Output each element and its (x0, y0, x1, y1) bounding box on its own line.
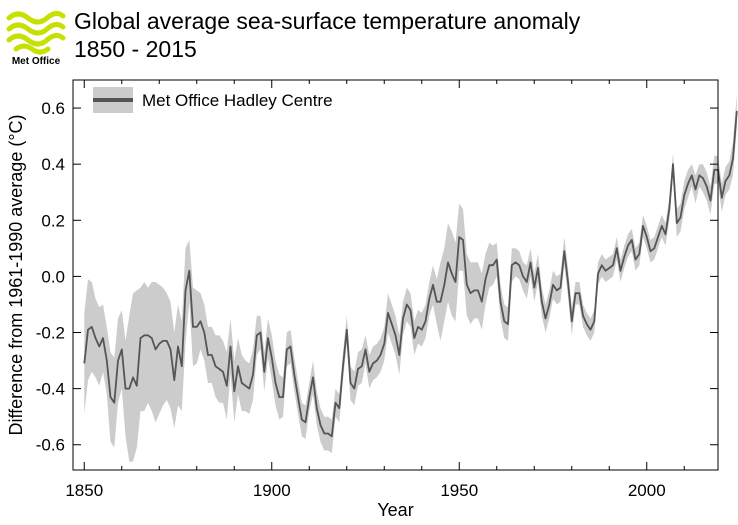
legend: Met Office Hadley Centre (93, 87, 333, 113)
y-tick-label: 0.0 (41, 267, 65, 286)
chart-title: Global average sea-surface temperature a… (74, 8, 581, 34)
x-tick-label: 1950 (440, 481, 478, 500)
y-tick-label: -0.2 (36, 324, 65, 343)
series-line (83, 110, 738, 438)
y-tick-label: 0.4 (41, 155, 65, 174)
chart-subtitle: 1850 - 2015 (74, 36, 197, 62)
met-office-logo-text: Met Office (12, 56, 61, 66)
x-axis-label: Year (377, 500, 413, 520)
legend-label: Met Office Hadley Centre (142, 91, 333, 110)
uncertainty-band (84, 94, 737, 462)
y-tick-label: -0.4 (36, 380, 65, 399)
x-tick-label: 1850 (65, 481, 103, 500)
y-axis-label: Difference from 1961-1990 average (°C) (6, 114, 26, 435)
met-office-wave-icon: Met Office (6, 10, 66, 67)
plot-frame (72, 79, 719, 471)
met-office-logo: Met Office (6, 8, 66, 67)
y-tick-label: 0.6 (41, 99, 65, 118)
y-tick-label: -0.6 (36, 436, 65, 455)
x-tick-label: 2000 (628, 481, 666, 500)
y-tick-label: 0.2 (41, 211, 65, 230)
x-tick-label: 1900 (253, 481, 291, 500)
